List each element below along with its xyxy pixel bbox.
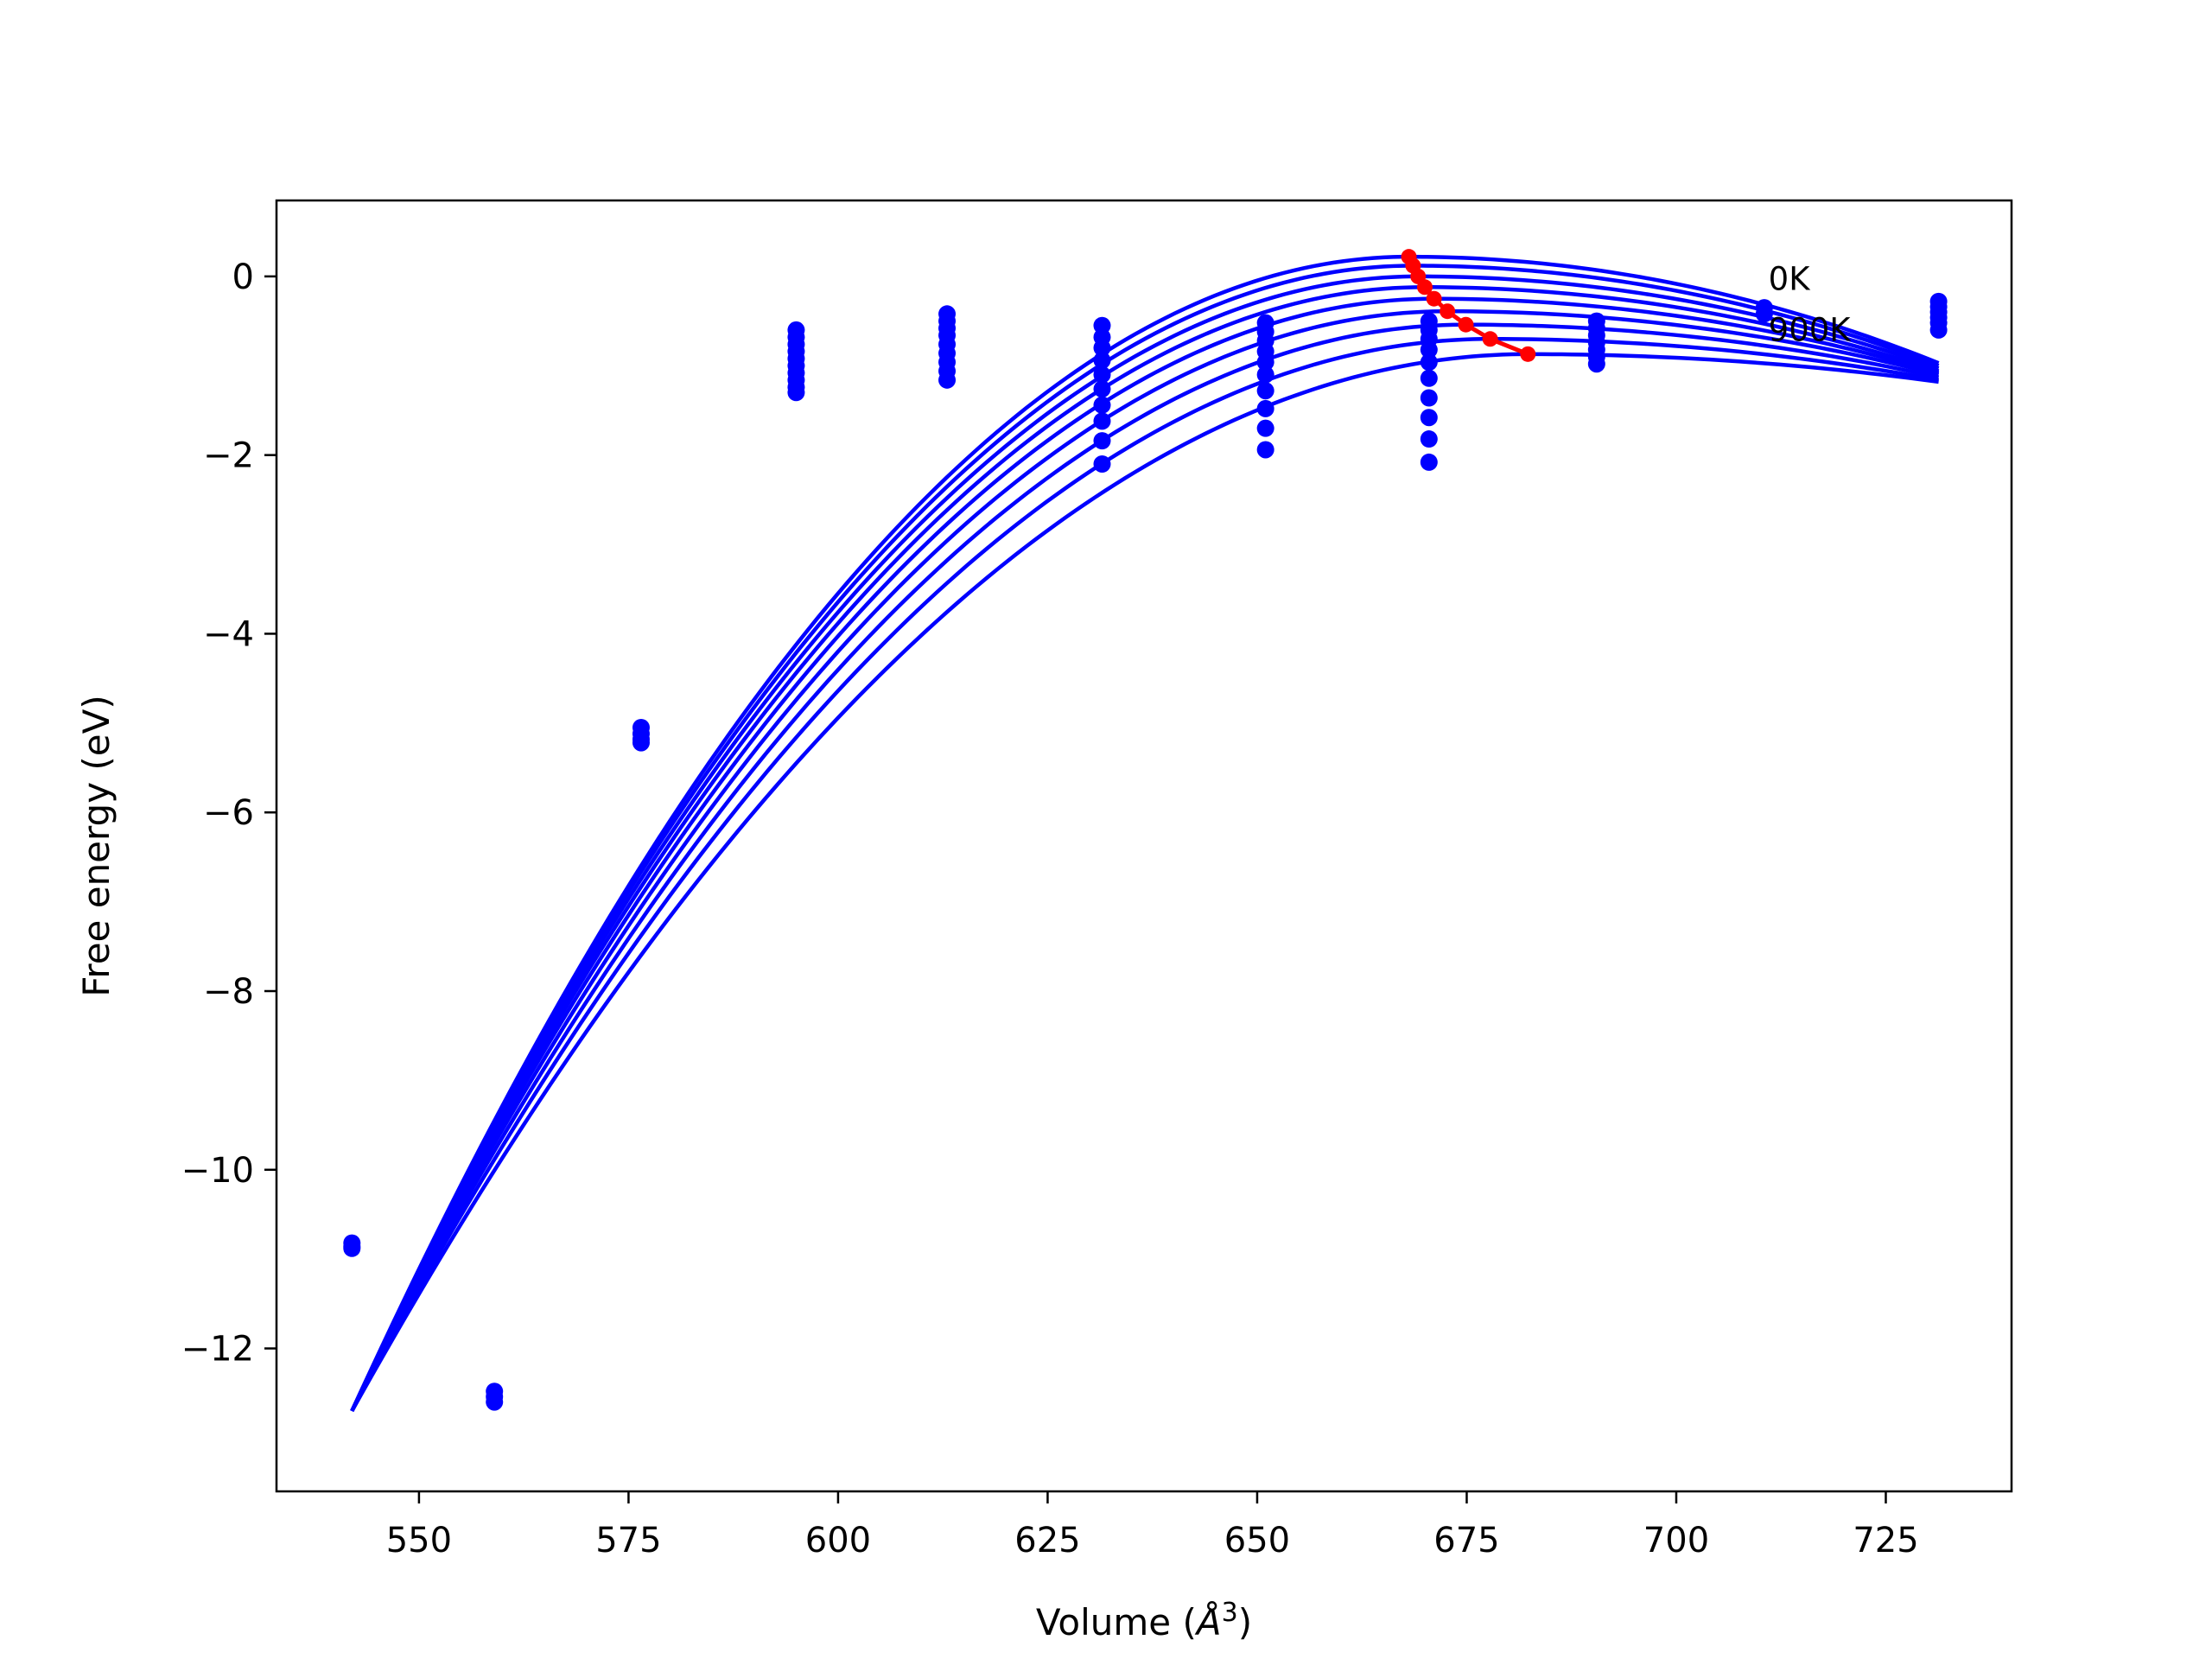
data-point-2-3 [632,734,650,752]
y-tick-label-3: −6 [203,793,254,833]
data-point-6-9 [1256,441,1274,459]
data-point-8-6 [1587,355,1605,373]
x-axis-label-superscript: 3 [1222,1598,1238,1628]
data-point-3-9 [787,384,805,402]
data-point-7-4 [1420,353,1438,372]
fit-curve-0 [350,254,1940,1412]
y-axis-ticks: −12 −10 −8 −6 −4 −2 0 [181,257,276,1370]
data-point-7-7 [1420,409,1438,427]
minima-point-3 [1416,279,1433,296]
annotation-0: 0K [1769,260,1812,297]
data-point-6-7 [1256,399,1274,417]
data-point-7-9 [1420,453,1438,471]
data-point-6-6 [1256,382,1274,400]
fit-curve-4 [350,296,1940,1412]
x-axis-ticks: 550 575 600 625 650 675 700 725 [386,1491,1919,1560]
data-point-5-6 [1093,396,1111,414]
data-point-9-1 [1755,305,1773,323]
data-point-1-2 [486,1393,504,1411]
x-axis-label: Volume (Å3) [1036,1598,1252,1643]
data-point-7-6 [1420,389,1438,407]
data-point-7-5 [1420,369,1438,387]
data-point-5-8 [1093,432,1111,450]
x-tick-label-2: 600 [805,1521,871,1560]
data-point-5-9 [1093,455,1111,474]
fit-curve-6 [350,322,1940,1412]
axes-frame [275,199,2013,1493]
y-tick-label-0: −12 [181,1330,254,1370]
y-tick-label-4: −4 [203,614,254,654]
data-point-6-4 [1256,353,1274,372]
annotation-1: 900K [1769,311,1853,348]
x-axis-label-main: Volume ( [1036,1601,1197,1643]
y-tick-label-1: −10 [181,1151,254,1191]
y-axis-label: Free energy (eV) [75,695,118,997]
minima-point-6 [1458,316,1474,333]
fit-curve-3 [350,285,1940,1412]
data-point-4-8 [938,371,957,389]
data-point-6-8 [1256,419,1274,437]
fit-curve-1 [350,264,1940,1412]
data-point-5-7 [1093,412,1111,430]
minima-point-5 [1440,303,1456,320]
x-tick-label-7: 725 [1853,1521,1918,1560]
x-tick-label-5: 675 [1433,1521,1499,1560]
data-point-5-4 [1093,365,1111,384]
fit-curve-2 [350,274,1940,1412]
x-tick-label-3: 625 [1014,1521,1080,1560]
x-tick-label-6: 700 [1643,1521,1709,1560]
fit-curve-7 [350,337,1940,1413]
data-point-5-5 [1093,380,1111,398]
x-tick-label-1: 575 [595,1521,661,1560]
y-tick-label-5: −2 [203,436,254,476]
minima-point-7 [1482,331,1498,347]
data-point-5-3 [1093,352,1111,370]
minima-point-8 [1520,346,1536,362]
x-tick-label-4: 650 [1224,1521,1290,1560]
data-point-7-3 [1420,340,1438,359]
x-axis-label-angstrom: Å [1194,1600,1222,1643]
fit-curve-5 [350,308,1940,1412]
plot-area [343,249,1948,1413]
x-tick-label-0: 550 [386,1521,452,1560]
x-axis-label-close: ) [1238,1601,1252,1643]
y-tick-label-2: −8 [203,972,254,1012]
data-point-5-2 [1093,339,1111,357]
fit-curve-8 [350,352,1939,1413]
data-point-10-5 [1929,321,1948,339]
annotations: 0K 900K [1769,260,1853,348]
minima-point-4 [1426,290,1442,307]
data-point-6-5 [1256,365,1274,384]
data-point-0-2 [343,1239,361,1257]
y-tick-label-6: 0 [232,257,254,297]
data-point-7-8 [1420,430,1438,448]
